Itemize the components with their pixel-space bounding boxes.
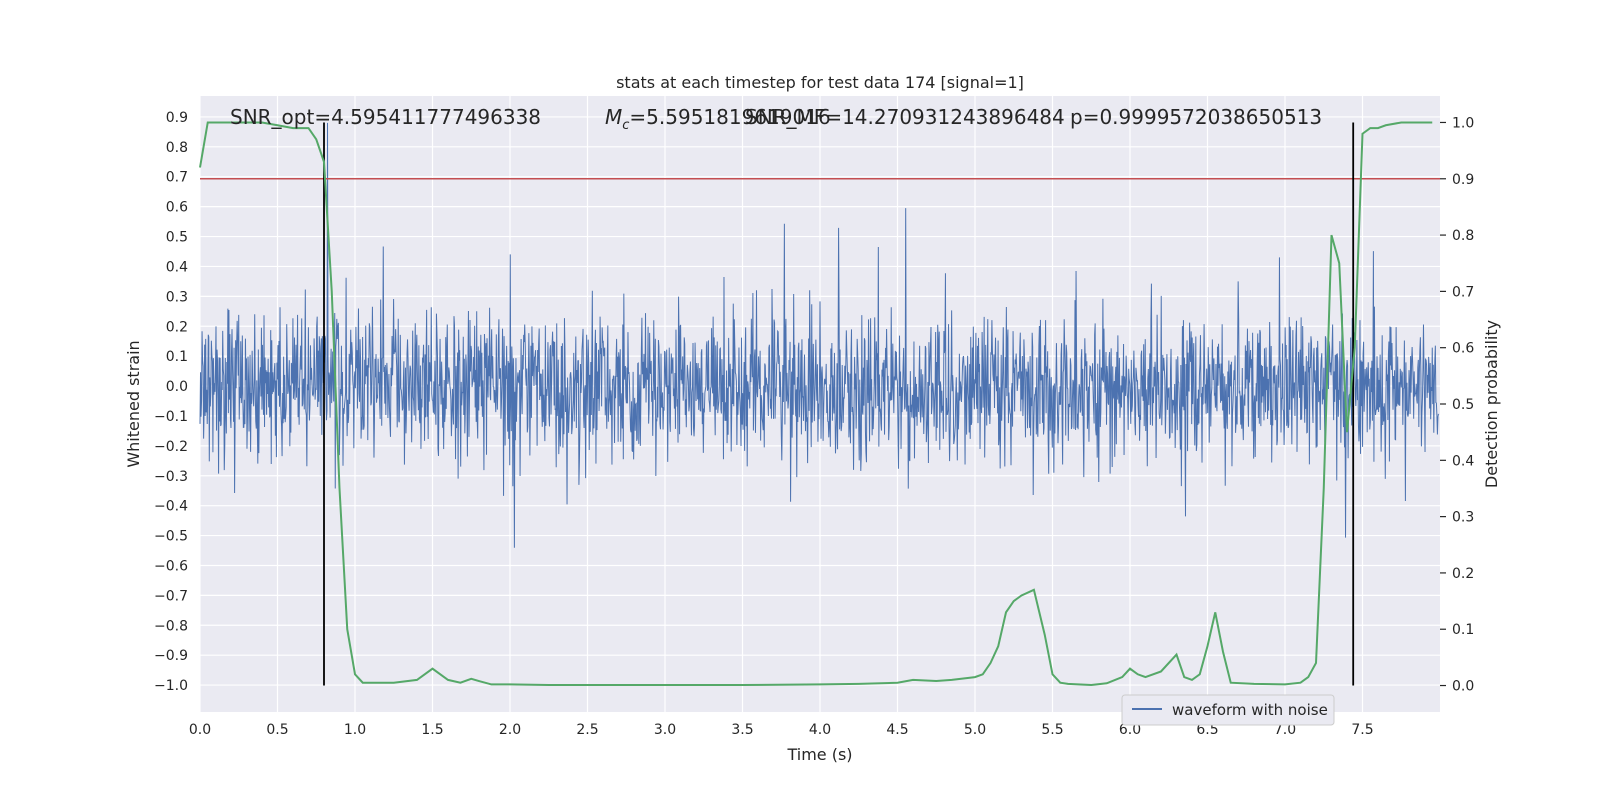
x-tick-label: 3.0 (654, 722, 676, 738)
chirp-mass-symbol: M (605, 105, 622, 129)
y-left-tick-label: −1.0 (154, 678, 188, 694)
x-tick-label: 7.0 (1274, 722, 1296, 738)
x-tick-label: 6.0 (1119, 722, 1141, 738)
chart-title: stats at each timestep for test data 174… (616, 73, 1024, 92)
y-right-tick-label: 0.4 (1452, 453, 1474, 469)
annotations: SNR_opt=4.595411777496338 Mc=5.595181961… (230, 105, 1322, 133)
y-left-tick-label: −0.6 (154, 558, 188, 574)
x-tick-label: 1.0 (344, 722, 366, 738)
x-tick-label: 7.5 (1351, 722, 1373, 738)
y-right-tick-label: 0.5 (1452, 397, 1474, 413)
y-left-tick-label: 0.5 (166, 230, 188, 246)
legend-label: waveform with noise (1172, 701, 1328, 719)
waveform-with-noise-series (199, 122, 1439, 548)
y-left-tick-label: −0.9 (154, 648, 188, 664)
chirp-mass-value: =5.5951819619016 (629, 105, 830, 129)
x-axis-ticks: 0.0 0.5 1.0 1.5 2.0 2.5 3.0 3.5 4.0 4.5 5.0 5.5 6.0 6… (189, 722, 1374, 738)
y-right-tick-label: 0.9 (1452, 172, 1474, 188)
y-left-tick-label: 0.7 (166, 170, 188, 186)
snr-mf-annotation: SNR_MF=14.270931243896484 (745, 105, 1065, 129)
snr-opt-annotation: SNR_opt=4.595411777496338 (230, 105, 541, 129)
x-tick-label: 3.5 (731, 722, 753, 738)
detection-probability-series (199, 121, 1433, 686)
x-tick-label: 4.0 (809, 722, 831, 738)
x-tick-label: 1.5 (421, 722, 443, 738)
y-right-tick-label: 0.3 (1452, 510, 1474, 526)
y-right-tick-label: 0.7 (1452, 284, 1474, 300)
chirp-mass-annotation: Mc=5.5951819619016 (605, 105, 831, 133)
noise-trace (199, 122, 1439, 548)
y-right-tick-label: 0.6 (1452, 341, 1474, 357)
y-left-tick-label: −0.8 (154, 618, 188, 634)
y-right-axis-ticks: 1.0 0.9 0.8 0.7 0.6 0.5 0.4 0.3 0.2 0.1 0.0 (1440, 115, 1474, 695)
y-left-tick-label: −0.2 (154, 439, 188, 455)
y-left-tick-label: −0.4 (154, 499, 188, 515)
y-left-tick-label: 0.2 (166, 319, 188, 335)
y-left-tick-label: −0.1 (154, 409, 188, 425)
y-right-axis-label: Detection probability (1482, 320, 1501, 488)
y-right-tick-label: 0.0 (1452, 679, 1474, 695)
y-right-tick-label: 0.2 (1452, 566, 1474, 582)
y-left-tick-label: 0.0 (166, 379, 188, 395)
x-axis-label: Time (s) (786, 745, 852, 764)
x-tick-label: 6.5 (1196, 722, 1218, 738)
chirp-mass-subscript: c (622, 118, 629, 133)
vertical-markers (323, 122, 1355, 686)
x-tick-label: 0.0 (189, 722, 211, 738)
p-value-annotation: p=0.9999572038650513 (1070, 105, 1322, 129)
y-right-tick-label: 0.8 (1452, 228, 1474, 244)
y-right-tick-label: 0.1 (1452, 622, 1474, 638)
legend-box (1121, 694, 1335, 726)
y-left-tick-label: 0.9 (166, 110, 188, 126)
y-left-tick-label: −0.5 (154, 529, 188, 545)
x-tick-label: 2.0 (499, 722, 521, 738)
y-left-tick-label: −0.7 (154, 588, 188, 604)
x-tick-label: 0.5 (266, 722, 288, 738)
y-left-axis-ticks: 0.9 0.8 0.7 0.6 0.5 0.4 0.3 0.2 0.1 0.0 −0.1 −0.2 −0… (154, 110, 188, 694)
y-left-tick-label: 0.3 (166, 289, 188, 305)
legend: waveform with noise (1121, 694, 1335, 726)
x-tick-label: 4.5 (886, 722, 908, 738)
y-left-tick-label: 0.1 (166, 349, 188, 365)
y-right-tick-label: 1.0 (1452, 115, 1474, 131)
y-left-tick-label: −0.3 (154, 469, 188, 485)
y-left-tick-label: 0.6 (166, 200, 188, 216)
y-left-axis-label: Whitened strain (124, 340, 143, 467)
x-tick-label: 5.5 (1041, 722, 1063, 738)
x-tick-label: 5.0 (964, 722, 986, 738)
probability-line (199, 121, 1433, 686)
y-left-tick-label: 0.4 (166, 259, 188, 275)
y-left-tick-label: 0.8 (166, 140, 188, 156)
x-tick-label: 2.5 (576, 722, 598, 738)
